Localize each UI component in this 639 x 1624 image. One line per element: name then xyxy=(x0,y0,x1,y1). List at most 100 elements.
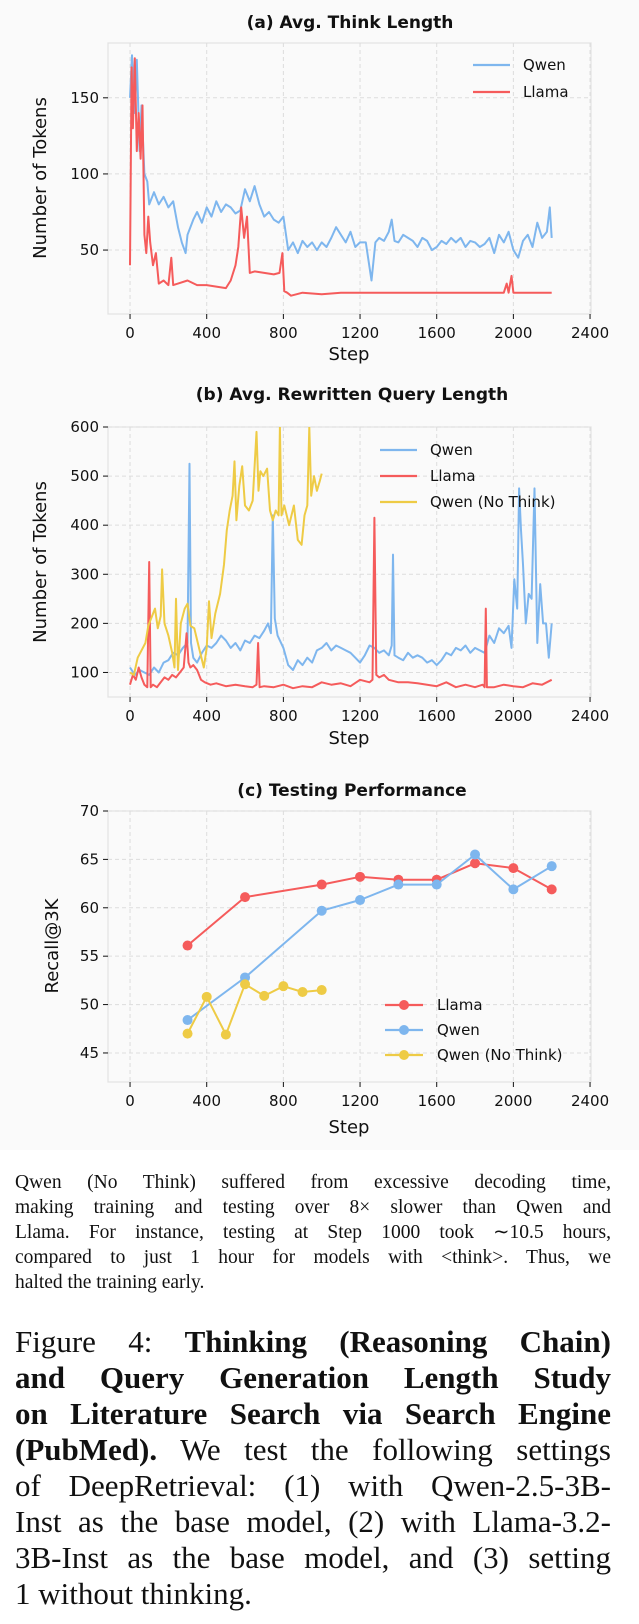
note-line: halted the training early. xyxy=(15,1272,205,1293)
x-tick-label: 800 xyxy=(269,707,298,725)
figure-caption: Figure 4: Thinking (Reasoning Chain) and … xyxy=(15,1324,611,1612)
data-point-qwen-no-think xyxy=(182,1028,193,1039)
y-tick-label: 60 xyxy=(80,899,99,917)
x-tick-label: 2000 xyxy=(494,324,532,342)
x-tick-label: 800 xyxy=(269,324,298,342)
legend-marker-qwen xyxy=(399,1025,409,1035)
series-line-qwen xyxy=(186,853,553,1021)
legend-label-llama: Llama xyxy=(437,996,483,1014)
plot-frame xyxy=(107,42,592,315)
y-tick-label: 45 xyxy=(80,1044,99,1062)
x-tick-label: 400 xyxy=(192,707,221,725)
y-tick-label: 100 xyxy=(70,165,99,183)
caption-line: Inst as the base model, (2) with Llama-3… xyxy=(15,1504,611,1540)
figure-panels: (a) Avg. Think Length Step Number of Tok… xyxy=(30,13,610,1138)
caption-line: 3B-Inst as the base model, and (3) setti… xyxy=(15,1540,611,1576)
x-tick-label: 0 xyxy=(125,1092,135,1110)
data-point-qwen xyxy=(182,1015,193,1026)
data-point-qwen xyxy=(316,905,327,916)
note-line: Llama. For instance, testing at Step 100… xyxy=(15,1222,611,1243)
caption-line: and Query Generation Length Study xyxy=(15,1360,611,1396)
plot-frame xyxy=(107,810,592,1083)
x-tick-label: 800 xyxy=(269,1092,298,1110)
caption-line: Figure 4: Thinking (Reasoning Chain) xyxy=(15,1324,611,1360)
x-tick-label: 400 xyxy=(192,324,221,342)
data-point-qwen-no-think xyxy=(297,986,308,997)
legend-label-qwen-no-think: Qwen (No Think) xyxy=(430,493,555,511)
y-axis-label: Number of Tokens xyxy=(30,97,51,259)
y-axis-label: Recall@3K xyxy=(42,897,63,993)
x-tick-label: 1600 xyxy=(418,1092,456,1110)
x-tick-label: 2000 xyxy=(494,707,532,725)
legend-marker-qwen-no-think xyxy=(399,1050,409,1060)
y-tick-label: 300 xyxy=(70,565,99,583)
x-tick-label: 1200 xyxy=(341,707,379,725)
y-tick-label: 100 xyxy=(70,663,99,681)
plot-area xyxy=(129,54,553,297)
x-tick-label: 0 xyxy=(125,324,135,342)
y-tick-label: 600 xyxy=(70,418,99,436)
note-line: compared to just 1 hour for models with … xyxy=(15,1247,611,1268)
data-point-qwen-no-think xyxy=(259,990,270,1001)
data-point-llama xyxy=(182,940,193,951)
legend-label-qwen: Qwen xyxy=(430,441,473,459)
note-line: making training and testing over 8× slow… xyxy=(15,1197,611,1218)
x-tick-label: 1600 xyxy=(418,324,456,342)
data-point-qwen xyxy=(393,879,404,890)
data-point-qwen-no-think xyxy=(240,979,251,990)
caption-bold-text: Thinking (Reasoning Chain) xyxy=(184,1324,611,1359)
y-tick-label: 500 xyxy=(70,467,99,485)
figure-svg: (a) Avg. Think Length Step Number of Tok… xyxy=(30,13,609,1138)
caption-text: 3B-Inst as the base model, and (3) setti… xyxy=(15,1540,611,1575)
x-tick-label: 2400 xyxy=(571,324,609,342)
data-point-llama xyxy=(355,871,366,882)
data-point-qwen-no-think xyxy=(278,981,289,992)
legend-label-qwen: Qwen xyxy=(523,56,566,74)
x-tick-label: 2000 xyxy=(494,1092,532,1110)
x-tick-label: 0 xyxy=(125,707,135,725)
x-tick-label: 1200 xyxy=(341,324,379,342)
y-tick-label: 150 xyxy=(70,89,99,107)
data-point-llama xyxy=(316,879,327,890)
data-point-qwen-no-think xyxy=(201,991,212,1002)
caption-text: Inst as the base model, (2) with Llama-3… xyxy=(15,1504,611,1539)
chart-testing-performance: (c) Testing Performance Step Recall@3K 0… xyxy=(42,781,609,1138)
x-tick-label: 1200 xyxy=(341,1092,379,1110)
chart-avg-rewritten-query-length: (b) Avg. Rewritten Query Length Step Num… xyxy=(30,385,609,749)
data-point-llama xyxy=(508,863,519,874)
series-line-qwen-no-think xyxy=(129,427,323,676)
legend-label-llama: Llama xyxy=(523,83,569,101)
chart-title: (c) Testing Performance xyxy=(237,781,466,801)
y-tick-label: 70 xyxy=(80,802,99,820)
note-line: Qwen (No Think) suffered from excessive … xyxy=(15,1172,611,1193)
x-axis-label: Step xyxy=(329,344,370,365)
y-tick-label: 50 xyxy=(80,996,99,1014)
caption-text: We test the following settings xyxy=(157,1432,611,1467)
legend-label-qwen-no-think: Qwen (No Think) xyxy=(437,1046,562,1064)
data-point-llama xyxy=(546,884,557,895)
legend-label-qwen: Qwen xyxy=(437,1021,480,1039)
caption-line: of DeepRetrieval: (1) with Qwen-2.5-3B- xyxy=(15,1468,611,1504)
x-tick-label: 2400 xyxy=(571,1092,609,1110)
y-axis-label: Number of Tokens xyxy=(30,481,51,643)
caption-line: on Literature Search via Search Engine xyxy=(15,1396,611,1432)
legend-marker-llama xyxy=(399,1000,409,1010)
data-point-qwen xyxy=(546,861,557,872)
data-point-qwen xyxy=(508,884,519,895)
x-axis-label: Step xyxy=(329,728,370,749)
chart-title: (b) Avg. Rewritten Query Length xyxy=(196,385,508,405)
caption-bold-text: (PubMed). xyxy=(15,1432,158,1467)
caption-line: 1 without thinking. xyxy=(15,1576,611,1612)
caption-text: of DeepRetrieval: (1) with Qwen-2.5-3B- xyxy=(15,1468,611,1503)
y-tick-label: 55 xyxy=(80,947,99,965)
data-point-qwen-no-think xyxy=(220,1029,231,1040)
caption-text: 1 without thinking. xyxy=(15,1576,252,1611)
x-tick-label: 400 xyxy=(192,1092,221,1110)
plot-area xyxy=(129,427,553,690)
plot-area xyxy=(182,849,557,1040)
caption-bold-text: on Literature Search via Search Engine xyxy=(15,1396,611,1431)
x-tick-label: 1600 xyxy=(418,707,456,725)
caption-text: Figure 4: xyxy=(15,1324,185,1359)
figure-note: Qwen (No Think) suffered from excessive … xyxy=(15,1170,611,1295)
data-point-qwen xyxy=(431,879,442,890)
